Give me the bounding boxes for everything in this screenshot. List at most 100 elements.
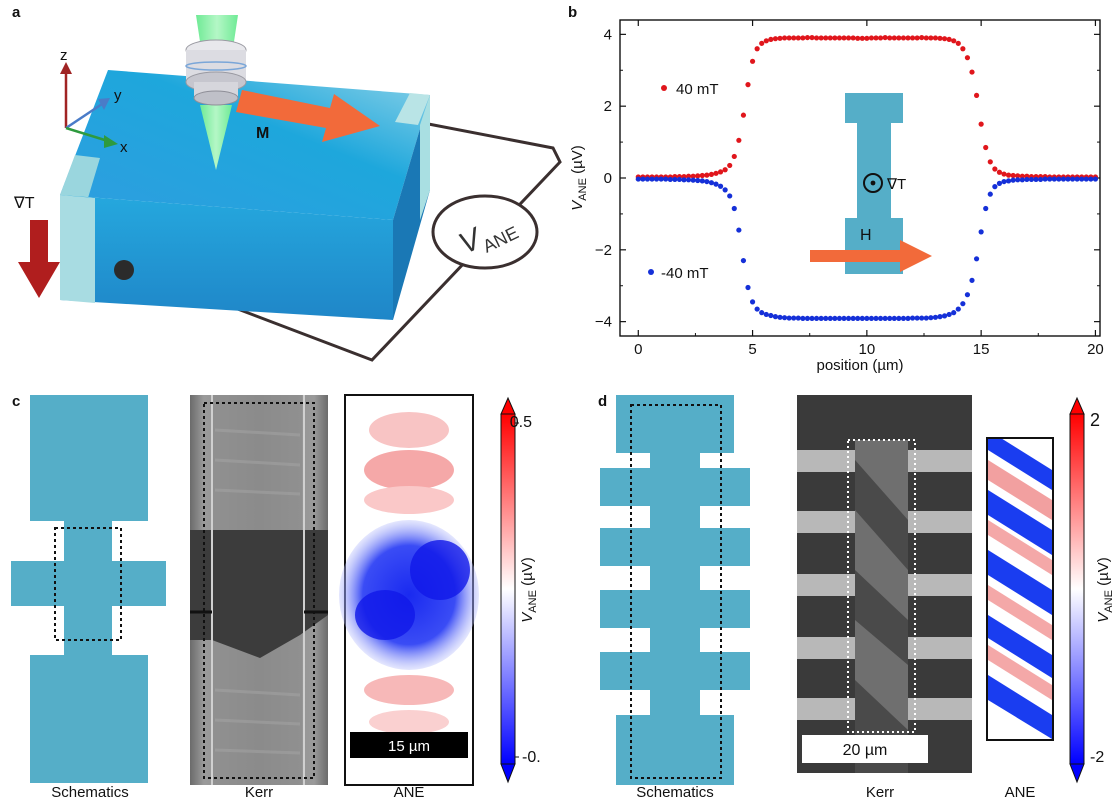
caption-c-kerr: Kerr bbox=[244, 784, 274, 801]
data-point-40mT bbox=[891, 35, 897, 41]
data-point-40mT bbox=[836, 35, 843, 41]
kerr-d-dotted-box bbox=[847, 439, 916, 733]
data-point-neg40mT bbox=[672, 176, 678, 183]
data-point-neg40mT bbox=[791, 315, 797, 321]
x-tick-label: 15 bbox=[973, 341, 990, 358]
data-point-40mT bbox=[1019, 173, 1025, 179]
data-point-neg40mT bbox=[983, 205, 989, 212]
data-point-40mT bbox=[823, 35, 829, 41]
data-point-neg40mT bbox=[667, 176, 673, 183]
colorbar-d-label-sub: ANE bbox=[1103, 590, 1115, 613]
y-tick-label: 4 bbox=[604, 26, 612, 43]
data-point-neg40mT bbox=[928, 315, 934, 321]
data-point-neg40mT bbox=[1074, 176, 1080, 182]
svg-text:VANE (µV): VANE (µV) bbox=[519, 557, 539, 622]
colorbar-c-label-unit: (µV) bbox=[519, 557, 536, 590]
data-point-neg40mT bbox=[877, 315, 884, 322]
data-point-neg40mT bbox=[640, 176, 646, 182]
data-point-neg40mT bbox=[850, 315, 856, 322]
data-point-neg40mT bbox=[763, 311, 769, 318]
data-point-40mT bbox=[887, 35, 893, 41]
data-point-40mT bbox=[713, 170, 719, 176]
scalebar-c bbox=[350, 732, 468, 758]
data-point-neg40mT bbox=[905, 315, 911, 322]
data-point-neg40mT bbox=[649, 176, 655, 182]
data-point-neg40mT bbox=[1088, 176, 1094, 182]
data-point-40mT bbox=[859, 35, 865, 41]
panel-c-figure: 15 µm 0.5 -0.5 VANE (µV) bbox=[11, 394, 540, 786]
x-tick-label: 20 bbox=[1087, 341, 1104, 358]
data-point-neg40mT bbox=[973, 256, 980, 262]
data-point-neg40mT bbox=[932, 314, 939, 320]
data-point-40mT bbox=[804, 34, 811, 41]
scalebar-c-label: 15 µm bbox=[388, 738, 430, 755]
data-point-neg40mT bbox=[946, 311, 952, 318]
magnetization-arrow bbox=[236, 90, 380, 142]
contact-point bbox=[114, 260, 134, 280]
data-point-neg40mT bbox=[644, 176, 651, 182]
data-point-neg40mT bbox=[804, 315, 811, 322]
data-point-neg40mT bbox=[749, 299, 756, 305]
data-point-neg40mT bbox=[1079, 176, 1085, 182]
data-point-40mT bbox=[946, 36, 952, 42]
data-point-40mT bbox=[955, 40, 961, 46]
caption-d-ane: ANE bbox=[1004, 784, 1036, 801]
data-point-neg40mT bbox=[813, 315, 820, 322]
axis-x-label: x bbox=[120, 139, 128, 156]
y-tick-label: −2 bbox=[595, 242, 612, 259]
data-point-neg40mT bbox=[713, 181, 719, 187]
x-tick-label: 0 bbox=[634, 341, 642, 358]
data-point-neg40mT bbox=[1042, 176, 1048, 182]
colorbar-c-label-sub: ANE bbox=[527, 590, 539, 613]
data-point-40mT bbox=[937, 35, 943, 41]
data-point-40mT bbox=[781, 35, 788, 41]
data-point-neg40mT bbox=[745, 284, 751, 291]
panel-b-chart: 0 5 10 15 20 −4 −2 0 2 4 position (µm) VANE (µV) ∇T H… bbox=[569, 19, 1104, 374]
data-point-neg40mT bbox=[841, 315, 847, 322]
data-point-40mT bbox=[800, 35, 806, 41]
inset-device-part bbox=[845, 218, 903, 274]
grad-t-arrow-icon bbox=[18, 220, 60, 298]
kerr-c-dashed-box bbox=[203, 402, 315, 779]
ane-map-d bbox=[986, 437, 1054, 741]
data-point-neg40mT bbox=[859, 315, 865, 322]
data-point-neg40mT bbox=[754, 306, 760, 312]
data-point-40mT bbox=[791, 35, 797, 41]
data-point-neg40mT bbox=[781, 315, 788, 321]
colorbar-c-min: -0.5 bbox=[522, 749, 540, 766]
data-point-40mT bbox=[841, 35, 847, 41]
data-point-neg40mT bbox=[836, 315, 843, 322]
data-point-neg40mT bbox=[663, 176, 669, 182]
data-point-neg40mT bbox=[695, 177, 701, 184]
data-point-neg40mT bbox=[690, 177, 696, 183]
data-point-neg40mT bbox=[832, 315, 838, 322]
scalebar-d-label: 20 µm bbox=[843, 742, 888, 759]
kerr-d-electrodes bbox=[797, 450, 972, 720]
block-front-face bbox=[60, 195, 393, 320]
data-point-neg40mT bbox=[1092, 176, 1099, 182]
panel-d-figure: 20 µm 2 -2 VANE (µV) bbox=[600, 395, 1115, 785]
panel-a-label: a bbox=[12, 4, 21, 21]
data-point-neg40mT bbox=[1065, 176, 1071, 182]
data-point-40mT bbox=[996, 169, 1003, 175]
data-point-40mT bbox=[727, 162, 733, 169]
data-point-40mT bbox=[850, 35, 856, 41]
m-label: M bbox=[256, 125, 269, 142]
data-point-40mT bbox=[690, 173, 696, 179]
data-point-neg40mT bbox=[676, 176, 683, 183]
data-point-neg40mT bbox=[772, 314, 779, 320]
data-point-40mT bbox=[759, 40, 765, 46]
data-point-neg40mT bbox=[882, 315, 888, 322]
data-point-40mT bbox=[704, 172, 710, 178]
data-point-40mT bbox=[928, 35, 934, 41]
data-point-neg40mT bbox=[1069, 176, 1076, 182]
data-point-neg40mT bbox=[731, 205, 737, 212]
data-point-40mT bbox=[1005, 172, 1012, 178]
colorbar-d bbox=[1069, 413, 1085, 765]
data-point-40mT bbox=[864, 35, 870, 41]
data-point-40mT bbox=[685, 173, 692, 179]
data-point-neg40mT bbox=[868, 315, 875, 322]
data-point-40mT bbox=[992, 166, 998, 172]
colorbar-d-max: 2 bbox=[1090, 410, 1100, 430]
data-point-neg40mT bbox=[978, 229, 984, 235]
